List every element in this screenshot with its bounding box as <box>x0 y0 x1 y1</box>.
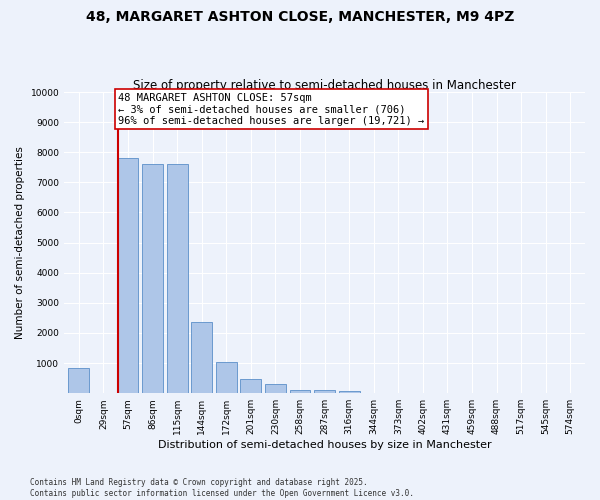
Bar <box>167 164 188 393</box>
Bar <box>142 164 163 393</box>
Bar <box>216 362 237 393</box>
Bar <box>68 368 89 393</box>
Text: 48 MARGARET ASHTON CLOSE: 57sqm
← 3% of semi-detached houses are smaller (706)
9: 48 MARGARET ASHTON CLOSE: 57sqm ← 3% of … <box>118 92 424 126</box>
Bar <box>314 390 335 393</box>
Bar <box>339 391 359 393</box>
Bar <box>191 322 212 393</box>
Text: Contains HM Land Registry data © Crown copyright and database right 2025.
Contai: Contains HM Land Registry data © Crown c… <box>30 478 414 498</box>
Title: Size of property relative to semi-detached houses in Manchester: Size of property relative to semi-detach… <box>133 79 516 92</box>
Text: 48, MARGARET ASHTON CLOSE, MANCHESTER, M9 4PZ: 48, MARGARET ASHTON CLOSE, MANCHESTER, M… <box>86 10 514 24</box>
Bar <box>290 390 310 393</box>
Bar <box>265 384 286 393</box>
Bar <box>241 379 262 393</box>
Y-axis label: Number of semi-detached properties: Number of semi-detached properties <box>15 146 25 339</box>
X-axis label: Distribution of semi-detached houses by size in Manchester: Distribution of semi-detached houses by … <box>158 440 491 450</box>
Bar <box>118 158 139 393</box>
